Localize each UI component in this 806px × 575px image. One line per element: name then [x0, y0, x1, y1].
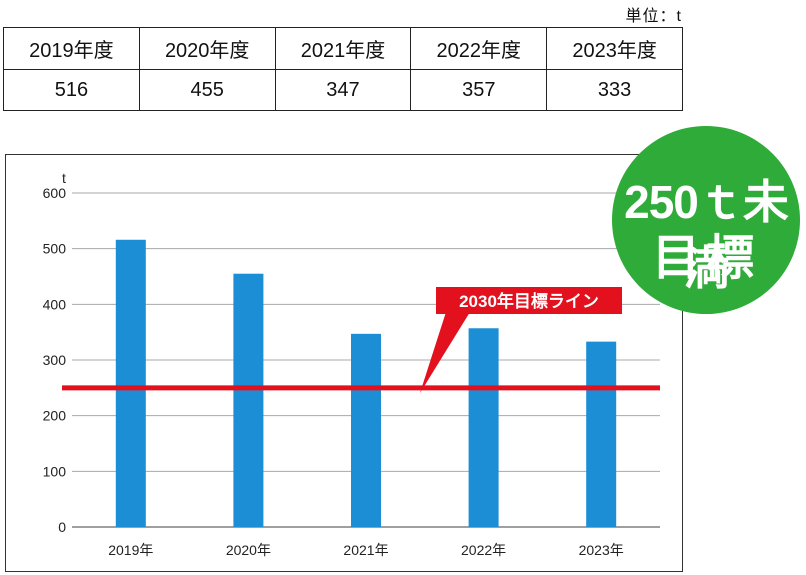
y-tick-label: 600	[43, 185, 67, 201]
target-callout-label: 2030年目標ライン	[459, 291, 599, 311]
data-table: 2019年度 2020年度 2021年度 2022年度 2023年度 516 4…	[3, 27, 683, 111]
x-tick-label: 2022年	[461, 542, 506, 558]
table-row: 516 455 347 357 333	[3, 69, 683, 111]
bar	[351, 333, 381, 527]
bar	[468, 328, 499, 527]
x-tick-label: 2023年	[579, 542, 624, 558]
goal-badge-line1: 250ｔ未満	[624, 176, 789, 294]
bar	[233, 273, 264, 527]
table-header-cell: 2022年度	[410, 27, 548, 70]
x-tick-label: 2019年	[108, 542, 153, 558]
goal-badge: 250ｔ未満 目標	[612, 126, 800, 314]
target-callout-box	[436, 287, 622, 314]
table-header-cell: 2019年度	[3, 27, 140, 70]
x-tick-label: 2021年	[343, 542, 388, 558]
table-header-cell: 2023年度	[546, 27, 683, 70]
table-header-cell: 2021年度	[274, 27, 412, 70]
table-header-row: 2019年度 2020年度 2021年度 2022年度 2023年度	[3, 27, 683, 70]
table-cell: 347	[274, 69, 412, 111]
y-axis-label: t	[62, 170, 66, 186]
table-cell: 357	[410, 69, 548, 111]
table-cell: 455	[138, 69, 276, 111]
y-tick-label: 500	[43, 241, 67, 257]
x-tick-label: 2020年	[226, 542, 271, 558]
y-tick-label: 300	[43, 352, 67, 368]
goal-badge-line2: 目標	[651, 232, 760, 285]
table-header-cell: 2020年度	[138, 27, 276, 70]
y-tick-label: 100	[43, 463, 67, 479]
y-tick-label: 200	[43, 408, 67, 424]
table-cell: 516	[3, 69, 140, 111]
y-tick-label: 400	[43, 296, 67, 312]
bar	[115, 239, 146, 527]
target-callout-pointer	[420, 312, 470, 393]
bar	[586, 341, 617, 527]
unit-label: 単位：t	[625, 8, 682, 25]
table-cell: 333	[546, 69, 683, 111]
y-tick-label: 0	[58, 519, 66, 535]
